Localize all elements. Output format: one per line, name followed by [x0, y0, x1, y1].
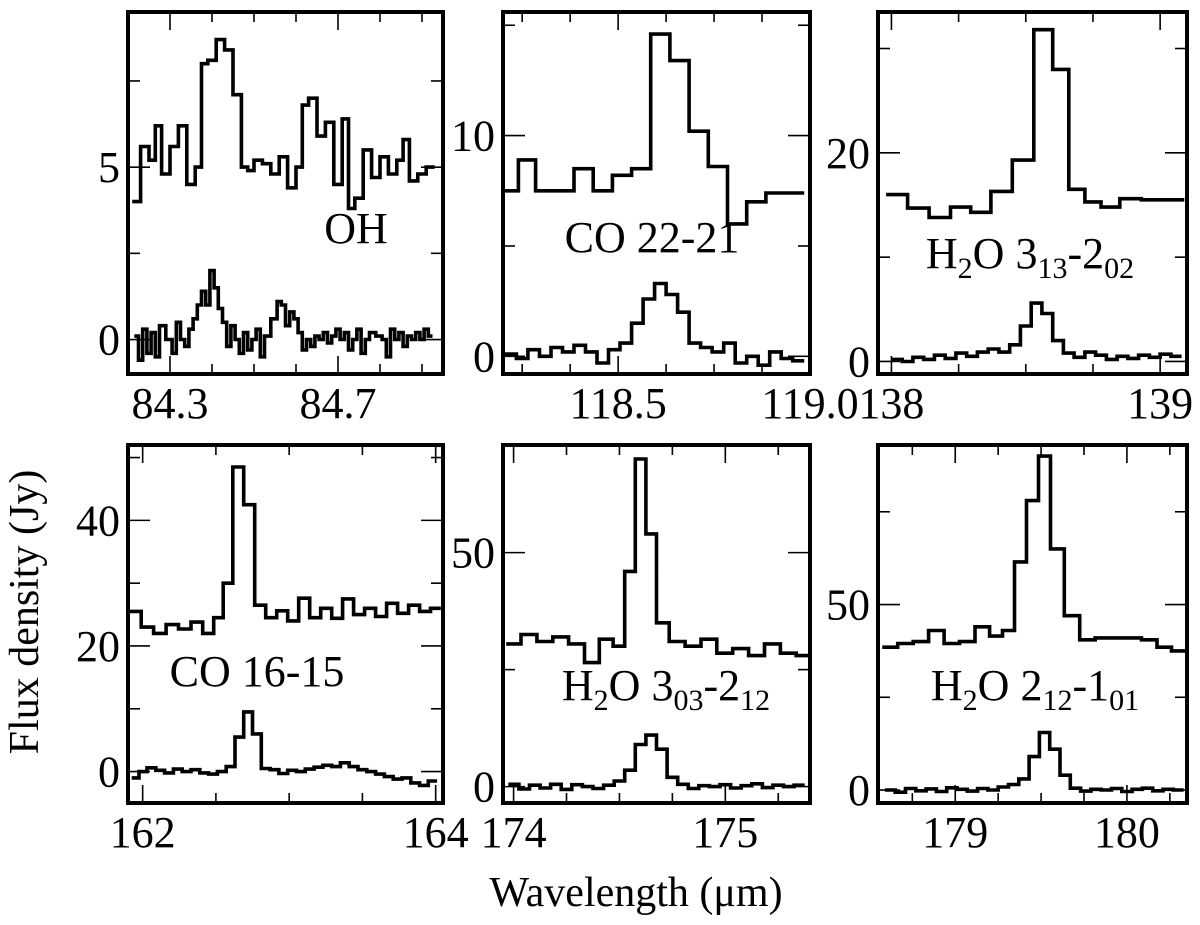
label-subscript: 03 — [673, 684, 703, 717]
y-tick-label: 10 — [451, 112, 495, 161]
series-upper-spectrum — [503, 32, 805, 226]
y-tick-label: 0 — [98, 748, 120, 797]
y-tick-label: 0 — [98, 316, 120, 365]
line-label: H2O 313-202 — [926, 229, 1134, 285]
y-tick-label: 50 — [451, 529, 495, 578]
label-subscript: 2 — [594, 684, 609, 717]
panel-frame — [501, 443, 812, 805]
line-label: H2O 212-101 — [931, 661, 1139, 717]
series-lower-spectrum — [131, 710, 438, 788]
y-tick-label: 20 — [76, 622, 120, 671]
series-upper-spectrum — [886, 27, 1185, 220]
label-text: -2 — [703, 661, 740, 710]
label-text: -2 — [1067, 229, 1104, 278]
y-tick-label: 0 — [473, 763, 495, 812]
series-lower-spectrum — [508, 733, 805, 792]
panel-frame — [126, 443, 445, 805]
series-lower-spectrum — [884, 730, 1184, 794]
x-tick-label: 164 — [403, 808, 469, 857]
series-lower-spectrum — [891, 301, 1182, 364]
panel-frame — [501, 10, 812, 376]
series-upper-spectrum — [129, 465, 441, 636]
label-text: O 2 — [978, 661, 1043, 710]
y-tick-label: 40 — [76, 496, 120, 545]
x-tick-label: 119.0 — [761, 379, 858, 428]
label-subscript: 12 — [740, 684, 770, 717]
x-tick-label: 180 — [1094, 808, 1160, 857]
series-upper-spectrum — [132, 37, 435, 211]
line-label: OH — [324, 204, 388, 253]
label-subscript: 02 — [1104, 252, 1134, 285]
panel-4: 162 164 0 20 40 CO 16-15 — [76, 443, 469, 857]
x-tick-label: 84.3 — [132, 379, 209, 428]
x-tick-label: 162 — [110, 808, 176, 857]
panel-5: 174 175 0 50 H2O 303-212 — [451, 443, 812, 857]
label-text: O 3 — [973, 229, 1038, 278]
label-subscript: 2 — [958, 252, 973, 285]
label-text: O 3 — [609, 661, 674, 710]
y-tick-label: 5 — [98, 143, 120, 192]
label-subscript: 2 — [963, 684, 978, 717]
panel-frame — [876, 443, 1189, 805]
y-tick-label: 50 — [826, 581, 870, 630]
panel-frame — [126, 10, 445, 376]
panel-6: 179 180 0 50 H2O 212-101 — [826, 443, 1189, 857]
x-tick-label: 179 — [922, 808, 988, 857]
y-tick-label: 0 — [473, 332, 495, 381]
x-tick-label: 175 — [692, 808, 758, 857]
panel-2: 118.5 119.0 0 10 CO 22-21 — [451, 10, 859, 428]
line-label: CO 16-15 — [170, 647, 345, 696]
x-axis-label: Wavelength (μm) — [489, 870, 782, 916]
label-text: H — [562, 661, 594, 710]
y-tick-label: 0 — [848, 766, 870, 815]
x-tick-label: 174 — [481, 808, 547, 857]
panel-frame — [876, 10, 1189, 376]
series-lower-spectrum — [504, 281, 805, 367]
label-subscript: 13 — [1037, 252, 1067, 285]
y-tick-label: 20 — [826, 129, 870, 178]
label-subscript: 01 — [1109, 684, 1139, 717]
label-text: H — [931, 661, 963, 710]
x-tick-label: 118.5 — [569, 379, 666, 428]
panel-1: 84.3 84.7 0 5 OH — [98, 10, 445, 428]
series-upper-spectrum — [506, 457, 812, 665]
x-tick-label: 84.7 — [300, 379, 377, 428]
label-text: H — [926, 229, 958, 278]
series-lower-spectrum — [134, 268, 433, 362]
x-tick-label: 138 — [858, 379, 924, 428]
x-tick-label: 139 — [1127, 379, 1193, 428]
series-upper-spectrum — [882, 454, 1186, 653]
y-axis-label: Flux density (Jy) — [2, 470, 48, 755]
line-label: CO 22-21 — [565, 213, 740, 262]
label-text: -1 — [1072, 661, 1109, 710]
line-label: H2O 303-212 — [562, 661, 770, 717]
y-tick-label: 0 — [848, 337, 870, 386]
label-subscript: 12 — [1042, 684, 1072, 717]
